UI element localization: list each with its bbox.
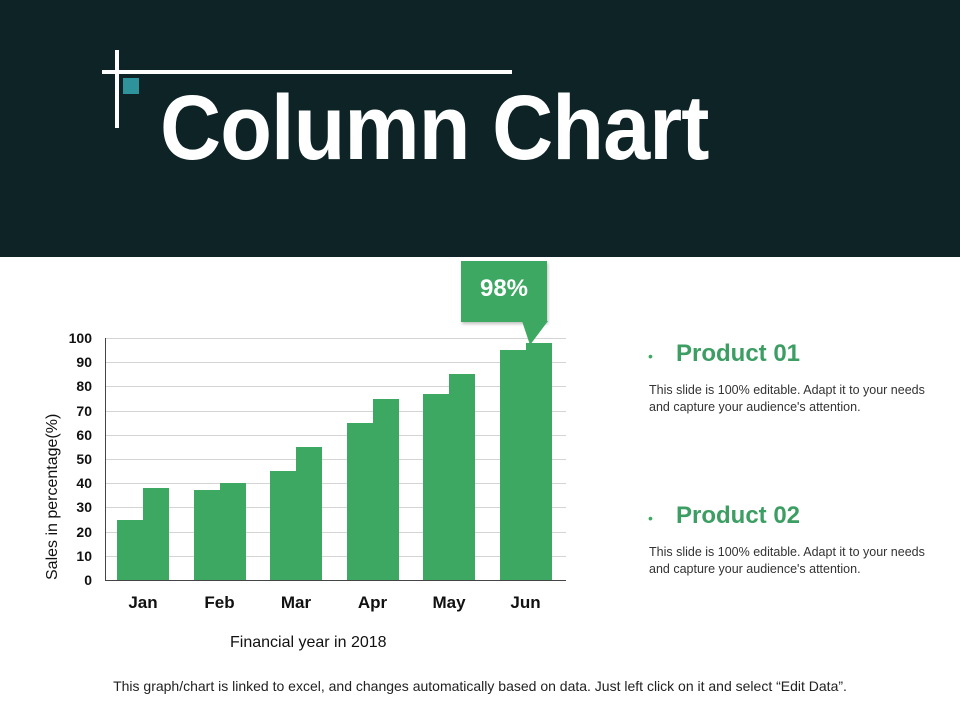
y-axis-line <box>105 338 106 581</box>
callout-pointer <box>522 321 548 345</box>
bar-jun-series-1[interactable] <box>499 350 526 580</box>
bullet-icon: • <box>648 510 653 526</box>
y-tick-label: 20 <box>76 523 92 540</box>
gridline <box>106 338 566 339</box>
gridline <box>106 459 566 460</box>
x-tick-label: Jan <box>128 593 158 612</box>
bar-apr-series-2[interactable] <box>372 398 399 580</box>
bar-feb-series-1[interactable] <box>193 490 220 580</box>
gridline <box>106 483 566 485</box>
x-axis-line <box>105 580 566 581</box>
y-tick-label: 30 <box>76 499 92 516</box>
x-axis-label: Financial year in 2018 <box>230 634 387 651</box>
bar-jun-series-2[interactable] <box>525 342 552 580</box>
y-tick-label: 10 <box>76 547 92 564</box>
x-tick-label: Apr <box>357 593 388 612</box>
header-banner: Column Chart <box>0 0 960 257</box>
x-tick-label: Mar <box>280 593 312 612</box>
y-tick-label: 80 <box>76 378 92 395</box>
y-tick-label: 60 <box>76 426 92 443</box>
page-title: Column Chart <box>160 77 709 179</box>
gridline <box>106 507 566 509</box>
bar-may-series-2[interactable] <box>449 374 475 580</box>
product-description: This slide is 100% editable. Adapt it to… <box>649 383 925 414</box>
decorative-vertical-line <box>115 50 119 128</box>
bar-mar-series-1[interactable] <box>270 471 296 580</box>
bullet-icon: • <box>648 348 653 364</box>
footer-note: This graph/chart is linked to excel, and… <box>113 678 847 694</box>
product-description: This slide is 100% editable. Adapt it to… <box>649 545 925 576</box>
y-tick-label: 50 <box>76 451 92 467</box>
y-tick-label: 70 <box>76 402 92 419</box>
product-title: Product 02 <box>676 502 801 529</box>
y-tick-label: 0 <box>84 572 92 588</box>
bar-may-series-1[interactable] <box>423 393 449 580</box>
gridline <box>106 362 566 364</box>
product-title: Product 01 <box>676 340 801 367</box>
bar-feb-series-2[interactable] <box>219 483 246 580</box>
bar-apr-series-1[interactable] <box>346 422 373 580</box>
gridline <box>106 410 566 412</box>
bar-jan-series-1[interactable] <box>117 519 143 580</box>
bar-mar-series-2[interactable] <box>296 446 322 580</box>
x-tick-label: May <box>432 593 466 612</box>
decorative-horizontal-line <box>102 70 512 74</box>
y-tick-label: 40 <box>76 475 92 492</box>
gridline <box>106 531 566 533</box>
y-tick-label: 100 <box>68 330 92 346</box>
gridline <box>106 386 566 388</box>
value-callout: 98% <box>461 261 547 322</box>
gridline <box>106 555 566 557</box>
decorative-square-icon <box>123 78 139 94</box>
gridline <box>106 434 566 436</box>
y-tick-label: 90 <box>76 354 92 371</box>
x-tick-label: Feb <box>204 593 235 612</box>
bar-jan-series-2[interactable] <box>143 488 169 580</box>
x-tick-label: Jun <box>510 593 541 612</box>
